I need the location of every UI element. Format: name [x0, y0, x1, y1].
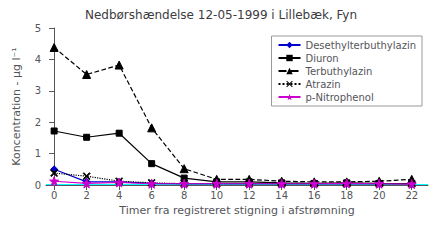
svg-text:Desethylterbuthylazin: Desethylterbuthylazin [306, 40, 417, 51]
svg-text:0: 0 [51, 190, 57, 201]
svg-text:Timer fra registreret stigning: Timer fra registreret stigning i afstrøm… [118, 204, 354, 217]
svg-text:2: 2 [35, 117, 41, 128]
svg-text:22: 22 [405, 190, 418, 201]
svg-text:10: 10 [210, 190, 223, 201]
svg-text:8: 8 [181, 190, 187, 201]
svg-text:3: 3 [35, 85, 41, 96]
svg-text:1: 1 [35, 148, 41, 159]
svg-text:14: 14 [275, 190, 288, 201]
svg-text:Terbuthylazin: Terbuthylazin [305, 66, 373, 77]
svg-text:12: 12 [243, 190, 256, 201]
svg-text:Diuron: Diuron [306, 53, 339, 64]
svg-text:0: 0 [35, 180, 41, 191]
svg-text:5: 5 [35, 23, 41, 34]
svg-text:20: 20 [373, 190, 386, 201]
svg-text:4: 4 [35, 54, 41, 65]
svg-text:Nedbørshændelse 12-05-1999 i L: Nedbørshændelse 12-05-1999 i Lillebæk, F… [85, 8, 357, 22]
svg-text:Koncentration - µg l⁻¹: Koncentration - µg l⁻¹ [10, 47, 23, 166]
svg-text:4: 4 [116, 190, 122, 201]
svg-text:6: 6 [148, 190, 154, 201]
svg-text:Atrazin: Atrazin [306, 79, 341, 90]
svg-text:p-Nitrophenol: p-Nitrophenol [306, 92, 374, 103]
svg-text:2: 2 [83, 190, 89, 201]
svg-text:16: 16 [308, 190, 321, 201]
svg-text:18: 18 [340, 190, 353, 201]
